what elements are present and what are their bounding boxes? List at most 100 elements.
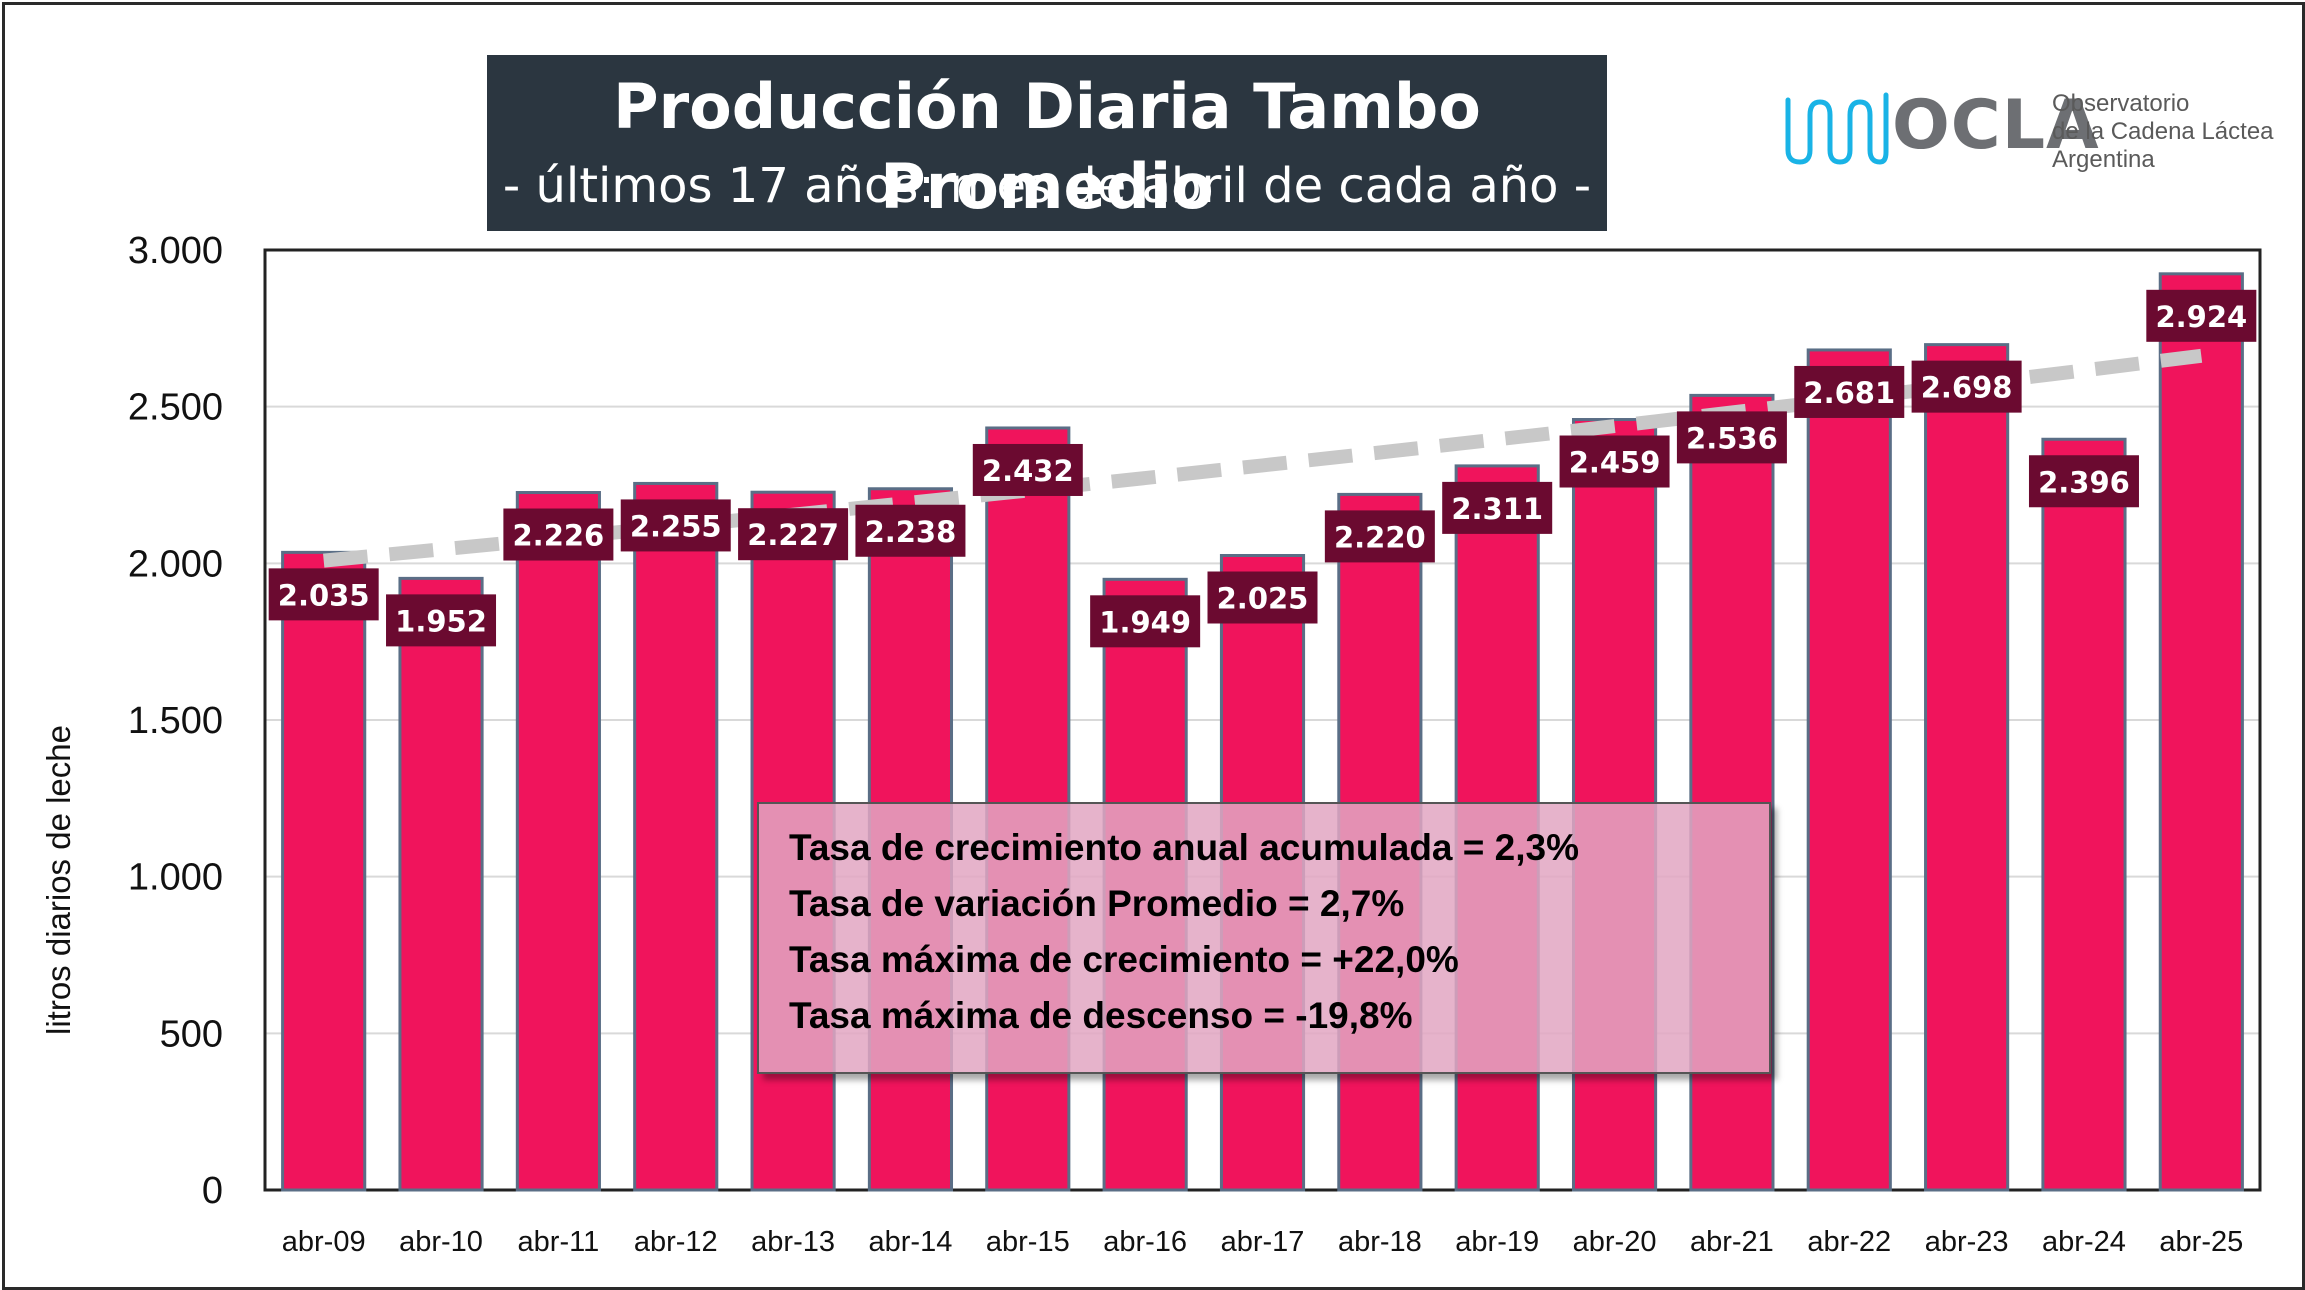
data-label-box <box>855 504 966 557</box>
data-label-text: 2.025 <box>1217 582 1309 616</box>
data-label-text: 2.220 <box>1334 520 1426 554</box>
data-label-box <box>1794 365 1905 418</box>
x-tick-label: abr-23 <box>1925 1226 2009 1258</box>
data-label-text: 2.432 <box>982 454 1074 488</box>
data-label-text: 2.459 <box>1569 446 1661 480</box>
y-tick-label: 1.500 <box>128 700 223 742</box>
trendline-path <box>323 348 2203 568</box>
data-label: 2.681 <box>1794 365 1905 418</box>
data-label-text: 2.698 <box>1921 371 2013 405</box>
stat-max-growth: Tasa máxima de crecimiento = +22,0% <box>789 939 1459 980</box>
data-label-text: 2.238 <box>865 515 957 549</box>
data-label-text: 2.536 <box>1686 421 1778 455</box>
data-label: 2.536 <box>1676 411 1787 464</box>
data-label-box <box>972 443 1083 496</box>
data-label: 2.432 <box>972 443 1083 496</box>
data-label: 2.396 <box>2028 455 2139 508</box>
data-label-text: 2.227 <box>747 518 839 552</box>
x-tick-label: abr-22 <box>1807 1226 1891 1258</box>
ocla-logo: OCLA Observatorio de la Cadena Láctea Ar… <box>1780 80 2280 190</box>
y-tick-label: 500 <box>160 1013 223 1055</box>
logo-caption: Observatorio de la Cadena Láctea Argenti… <box>2052 90 2274 174</box>
y-tick-label: 0 <box>202 1170 223 1212</box>
data-label-box <box>503 508 614 561</box>
stat-cagr: Tasa de crecimiento anual acumulada = 2,… <box>789 827 1580 868</box>
bar <box>398 576 484 1192</box>
data-label: 2.698 <box>1911 360 2022 413</box>
x-tick-label: abr-21 <box>1690 1226 1774 1258</box>
y-axis-label: litros diarios de leche <box>40 725 77 1035</box>
data-label: 2.459 <box>1559 435 1670 488</box>
x-tick-label: abr-20 <box>1573 1226 1657 1258</box>
data-label: 2.311 <box>1442 481 1553 534</box>
x-tick-label: abr-17 <box>1221 1226 1305 1258</box>
data-label: 1.952 <box>386 594 497 647</box>
data-label-text: 2.226 <box>513 519 605 553</box>
data-label-text: 1.952 <box>395 604 487 638</box>
data-label-text: 1.949 <box>1099 605 1191 639</box>
stat-avg-variation: Tasa de variación Promedio = 2,7% <box>789 883 1405 924</box>
logo-line-2: de la Cadena Láctea <box>2052 118 2274 145</box>
data-label-box <box>1559 435 1670 488</box>
data-label: 2.924 <box>2146 289 2257 342</box>
y-tick-label: 3.000 <box>128 230 223 272</box>
data-label-box <box>2146 289 2257 342</box>
data-label-box <box>268 568 379 621</box>
data-label: 2.255 <box>620 499 731 552</box>
x-axis: abr-09 abr-10 abr-11 abr-12 abr-13 abr-14 abr-… <box>282 1226 2243 1258</box>
x-tick-label: abr-18 <box>1338 1226 1422 1258</box>
x-tick-label: abr-13 <box>751 1226 835 1258</box>
chart-title: Producción Diaria Tambo Promedio <box>613 70 1481 223</box>
data-label-box <box>1090 595 1201 648</box>
data-label-box <box>1324 510 1435 563</box>
x-tick-label: abr-25 <box>2159 1226 2243 1258</box>
chart-title-box: Producción Diaria Tambo Promedio - últim… <box>487 55 1607 231</box>
bar <box>1806 348 1892 1192</box>
milk-wave-icon <box>1785 92 1889 165</box>
x-tick-label: abr-12 <box>634 1226 718 1258</box>
y-tick-label: 2.000 <box>128 543 223 585</box>
data-label-box <box>386 594 497 647</box>
stat-max-decline: Tasa máxima de descenso = -19,8% <box>789 995 1413 1036</box>
data-label: 2.226 <box>503 508 614 561</box>
bar <box>515 491 601 1192</box>
bar <box>633 481 719 1192</box>
data-label-box <box>1911 360 2022 413</box>
x-tick-label: abr-15 <box>986 1226 1070 1258</box>
y-tick-label: 2.500 <box>128 387 223 429</box>
data-labels: 2.035 1.952 2.226 2.255 2.227 2.238 2.432 1.949… <box>268 289 2257 648</box>
bar <box>2158 272 2244 1192</box>
data-label-text: 2.681 <box>1803 376 1895 410</box>
data-label-box <box>738 508 849 561</box>
data-label-box <box>1442 481 1553 534</box>
x-tick-label: abr-14 <box>869 1226 953 1258</box>
stats-box: Tasa de crecimiento anual acumulada = 2,… <box>757 802 1771 1074</box>
bar <box>281 550 367 1192</box>
logo-wordmark: OCLA <box>1892 86 2100 165</box>
x-tick-label: abr-10 <box>399 1226 483 1258</box>
data-label-text: 2.924 <box>2155 300 2247 334</box>
logo-line-3: Argentina <box>2052 146 2155 173</box>
data-label-box <box>620 499 731 552</box>
bar <box>1924 343 2010 1192</box>
x-tick-label: abr-19 <box>1455 1226 1539 1258</box>
data-label: 2.035 <box>268 568 379 621</box>
chart-subtitle: - últimos 17 años: mes de abril de cada … <box>502 158 1592 214</box>
data-label: 2.220 <box>1324 510 1435 563</box>
y-tick-label: 1.000 <box>128 857 223 899</box>
data-label-text: 2.311 <box>1451 492 1543 526</box>
data-label-box <box>1207 571 1318 624</box>
data-label: 2.025 <box>1207 571 1318 624</box>
data-label: 2.238 <box>855 504 966 557</box>
data-label: 1.949 <box>1090 595 1201 648</box>
x-tick-label: abr-16 <box>1103 1226 1187 1258</box>
data-label-text: 2.255 <box>630 509 722 543</box>
x-tick-label: abr-09 <box>282 1226 366 1258</box>
trendline <box>323 348 2203 568</box>
data-label: 2.227 <box>738 508 849 561</box>
logo-line-1: Observatorio <box>2052 90 2190 117</box>
x-tick-label: abr-11 <box>518 1226 600 1258</box>
data-label-box <box>2028 455 2139 508</box>
y-axis: 0 500 1.000 1.500 2.000 2.500 3.000 <box>128 230 223 1212</box>
data-label-text: 2.396 <box>2038 465 2130 499</box>
